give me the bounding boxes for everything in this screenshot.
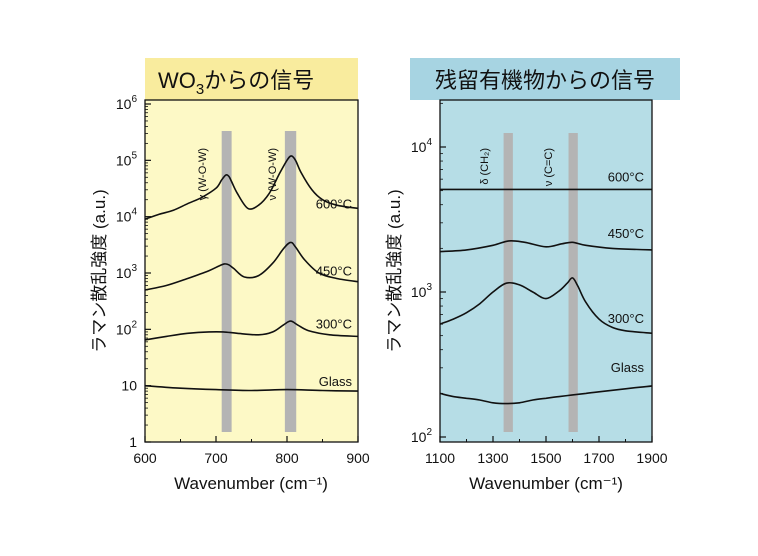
left-plot-frame xyxy=(144,99,359,443)
right-x-tick-label-1: 1300 xyxy=(477,450,508,466)
left-curve-1 xyxy=(144,241,359,291)
left-curve-3 xyxy=(144,384,359,392)
left-x-tick-label-3: 900 xyxy=(346,450,370,466)
left-band-label-0: γ (W-O-W) xyxy=(197,148,209,200)
right-x-tick-label-2: 1500 xyxy=(530,450,561,466)
right-curve-2 xyxy=(439,277,653,334)
right-curve-label-2: 300°C xyxy=(608,311,644,326)
right-y-tick-label-2: 104 xyxy=(411,137,433,155)
left-curve-label-2: 300°C xyxy=(316,316,352,331)
left-y-tick-label-2: 102 xyxy=(116,319,138,337)
left-y-tick-label-0: 1 xyxy=(129,434,137,450)
left-curve-label-1: 450°C xyxy=(316,264,352,279)
right-curve-label-0: 600°C xyxy=(608,169,644,184)
left-y-tick-label-5: 105 xyxy=(116,150,138,168)
left-curve-0 xyxy=(144,155,359,220)
right-curve-label-3: Glass xyxy=(611,360,645,375)
left-plot-background xyxy=(145,100,358,442)
left-x-tick-label-1: 700 xyxy=(204,450,228,466)
right-curve-3 xyxy=(439,385,653,405)
left-x-tick-label-2: 800 xyxy=(275,450,299,466)
right-y-axis-title: ラマン散乱強度 (a.u.) xyxy=(385,189,404,352)
right-x-axis-title: Wavenumber (cm⁻¹) xyxy=(469,474,623,493)
right-title-box xyxy=(410,58,680,100)
left-y-tick-label-1: 10 xyxy=(121,378,137,394)
right-y-tick-label-0: 102 xyxy=(411,427,433,445)
left-y-tick-label-3: 103 xyxy=(116,263,138,281)
right-chart: 残留有機物からの信号 δ (CH₂) ν (C=C) 600°C 450°C 300°… xyxy=(385,58,680,493)
left-chart: WO3からの信号 γ (W-O-W) ν (W-O-W) 600°C450°C30… xyxy=(90,58,370,493)
left-x-axis-title: Wavenumber (cm⁻¹) xyxy=(174,474,328,493)
left-curve-label-3: Glass xyxy=(319,374,353,389)
right-y-tick-label-1: 103 xyxy=(411,282,433,300)
right-x-tick-label-0: 1100 xyxy=(425,450,455,466)
right-plot-background xyxy=(440,100,652,442)
right-curve-1 xyxy=(439,239,653,253)
left-curve-2 xyxy=(144,320,359,341)
left-y-tick-label-6: 106 xyxy=(116,94,138,112)
left-curve-label-0: 600°C xyxy=(316,196,352,211)
left-x-tick-label-0: 600 xyxy=(133,450,157,466)
right-x-tick-label-3: 1700 xyxy=(583,450,614,466)
left-title-box xyxy=(145,58,358,100)
right-x-tick-label-4: 1900 xyxy=(636,450,667,466)
left-y-tick-label-4: 104 xyxy=(116,207,138,225)
right-band-label-0: δ (CH₂) xyxy=(479,148,491,185)
left-y-axis-title: ラマン散乱強度 (a.u.) xyxy=(90,189,109,352)
right-chart-title: 残留有機物からの信号 xyxy=(435,68,655,93)
right-curve-label-1: 450°C xyxy=(608,226,644,241)
left-band-1 xyxy=(284,131,297,432)
right-band-1 xyxy=(568,133,578,432)
left-band-label-1: ν (W-O-W) xyxy=(267,148,279,200)
right-plot-frame xyxy=(439,99,653,443)
left-band-0 xyxy=(221,131,232,432)
right-band-label-1: ν (C=C) xyxy=(543,148,555,186)
